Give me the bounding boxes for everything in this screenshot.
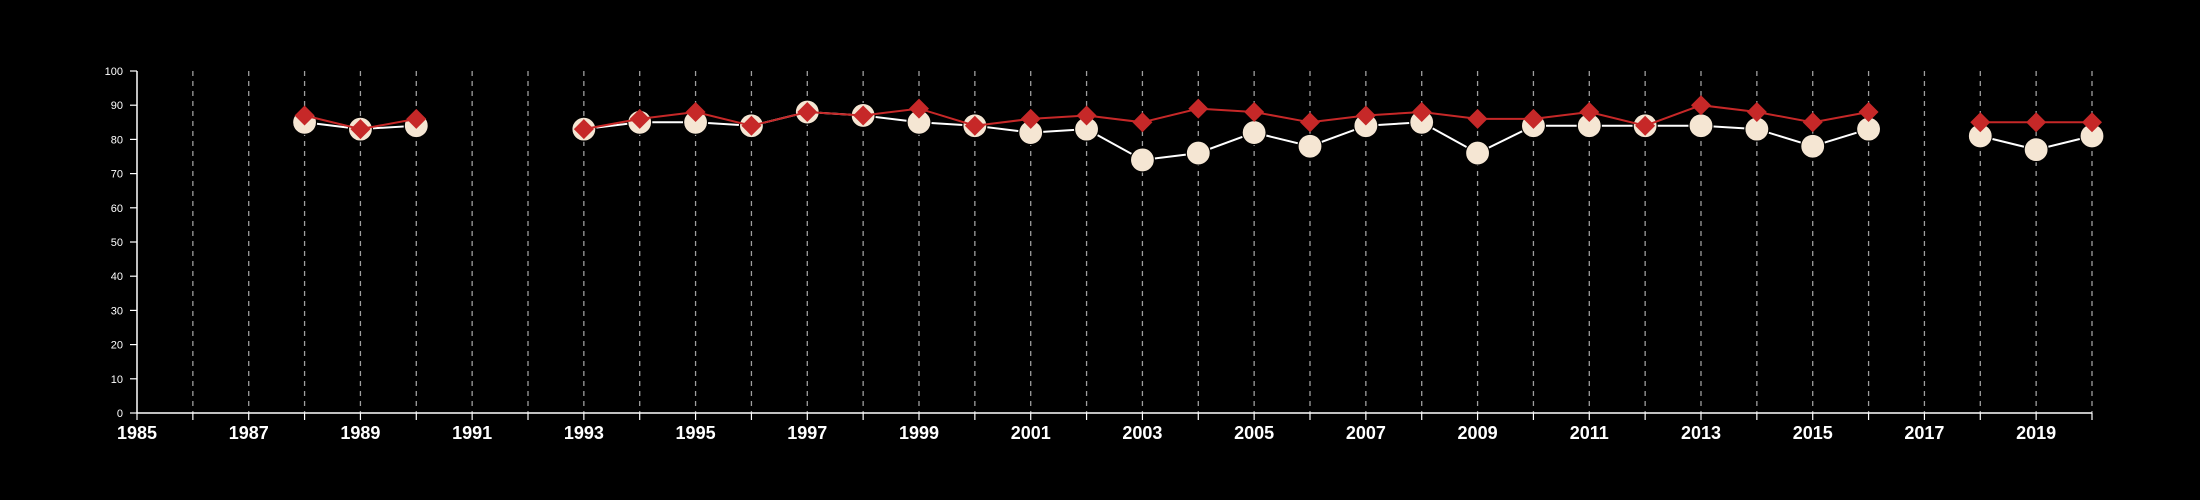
series-2 bbox=[294, 95, 2102, 140]
y-tick-label: 50 bbox=[111, 237, 123, 249]
y-tick-label: 80 bbox=[111, 134, 123, 146]
series-2-point-2013 bbox=[1691, 95, 1711, 116]
series-2-point-2020 bbox=[2082, 112, 2102, 133]
series-1-point-2005 bbox=[1241, 119, 1267, 146]
series-2-point-2011 bbox=[1579, 102, 1600, 123]
series-2-point-2003 bbox=[1132, 112, 1153, 133]
x-tick-label: 1989 bbox=[340, 423, 380, 443]
x-tick-label: 1987 bbox=[229, 423, 269, 443]
series-1-point-2015 bbox=[1800, 133, 1826, 159]
x-tick-label: 2005 bbox=[1234, 423, 1274, 443]
axes: 0 10 20 30 40 50 60 70 80 90 100 1985 1987 1989 1991 19… bbox=[105, 66, 2093, 443]
series-2-point-1988 bbox=[294, 105, 315, 126]
series-2-point-1996 bbox=[741, 115, 762, 136]
series-2-point-1993 bbox=[573, 119, 594, 140]
series-2-point-2010 bbox=[1523, 108, 1544, 129]
series-2-point-1994 bbox=[629, 108, 650, 129]
series-2-point-2001 bbox=[1020, 108, 1041, 129]
series-2-point-2009 bbox=[1467, 108, 1488, 129]
x-tick-label: 2001 bbox=[1011, 423, 1051, 443]
series-1-point-2004 bbox=[1185, 140, 1211, 166]
y-tick-label: 90 bbox=[111, 100, 123, 112]
series-2-point-2015 bbox=[1802, 112, 1823, 133]
series-2-point-2016 bbox=[1858, 102, 1879, 123]
series-2-point-1997 bbox=[797, 102, 818, 123]
x-tick-label: 2015 bbox=[1793, 423, 1833, 443]
series-1-point-2003 bbox=[1129, 147, 1156, 173]
x-tick-label: 1999 bbox=[899, 423, 939, 443]
series-2-point-1999 bbox=[909, 98, 929, 119]
series-1-point-2009 bbox=[1464, 140, 1491, 166]
series-2-line-segment bbox=[583, 104, 1869, 131]
series-2-point-2008 bbox=[1411, 102, 1432, 123]
y-tick-label: 0 bbox=[117, 408, 123, 420]
y-tick-label: 100 bbox=[105, 66, 123, 78]
x-tick-label: 1993 bbox=[564, 423, 604, 443]
x-tick-label: 2007 bbox=[1346, 423, 1386, 443]
y-tick-label: 70 bbox=[111, 169, 123, 181]
y-tick-label: 20 bbox=[111, 340, 123, 352]
x-tick-label: 1985 bbox=[117, 423, 157, 443]
series-1-point-2013 bbox=[1688, 113, 1714, 139]
series-2-point-2002 bbox=[1076, 105, 1097, 126]
series-2-point-2012 bbox=[1635, 115, 1656, 136]
x-tick-label: 2019 bbox=[2016, 423, 2056, 443]
x-tick-label: 1995 bbox=[676, 423, 716, 443]
series-2-point-2000 bbox=[964, 115, 985, 136]
y-tick-label: 60 bbox=[111, 203, 123, 215]
series-2-point-1989 bbox=[350, 119, 371, 140]
series-2-point-1990 bbox=[406, 108, 427, 129]
series-2-point-2007 bbox=[1355, 105, 1376, 126]
x-tick-label: 2011 bbox=[1570, 423, 1609, 443]
x-tick-label: 1991 bbox=[452, 423, 492, 443]
series-2-point-1995 bbox=[685, 102, 706, 123]
series-1-point-2006 bbox=[1297, 133, 1323, 159]
series-2-point-2018 bbox=[1970, 112, 1991, 133]
series-2-point-1998 bbox=[853, 105, 874, 126]
series-1-point-2019 bbox=[2023, 137, 2049, 163]
series-2-point-2005 bbox=[1244, 102, 1265, 123]
x-tick-label: 2017 bbox=[1904, 423, 1944, 443]
x-tick-label: 2013 bbox=[1681, 423, 1721, 443]
y-tick-label: 30 bbox=[111, 305, 123, 317]
x-tick-label: 2009 bbox=[1458, 423, 1498, 443]
x-tick-label: 1997 bbox=[787, 423, 827, 443]
y-tick-label: 40 bbox=[111, 271, 123, 283]
data-series bbox=[291, 95, 2105, 173]
series-2-point-2019 bbox=[2026, 112, 2047, 133]
grid-lines bbox=[192, 71, 2093, 413]
series-2-point-2006 bbox=[1300, 112, 1320, 133]
x-tick-label: 2003 bbox=[1122, 423, 1162, 443]
y-tick-label: 10 bbox=[111, 374, 123, 386]
series-2-point-2014 bbox=[1746, 102, 1767, 123]
series-2-point-2004 bbox=[1188, 98, 1209, 119]
